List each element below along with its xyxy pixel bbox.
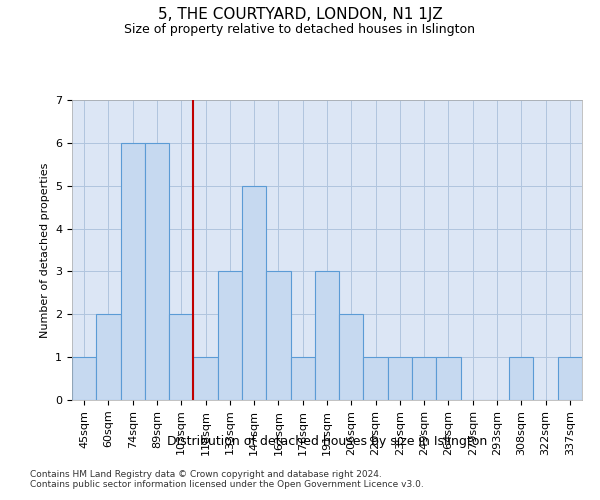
Text: Size of property relative to detached houses in Islington: Size of property relative to detached ho…	[125, 22, 476, 36]
Bar	[72, 357, 96, 400]
Bar	[388, 357, 412, 400]
Bar	[266, 272, 290, 400]
Bar	[436, 357, 461, 400]
Bar	[364, 357, 388, 400]
Bar	[339, 314, 364, 400]
Text: Contains public sector information licensed under the Open Government Licence v3: Contains public sector information licen…	[30, 480, 424, 489]
Bar	[315, 272, 339, 400]
Bar	[242, 186, 266, 400]
Bar	[412, 357, 436, 400]
Bar	[558, 357, 582, 400]
Bar	[145, 143, 169, 400]
Text: Distribution of detached houses by size in Islington: Distribution of detached houses by size …	[167, 434, 487, 448]
Bar	[96, 314, 121, 400]
Text: Contains HM Land Registry data © Crown copyright and database right 2024.: Contains HM Land Registry data © Crown c…	[30, 470, 382, 479]
Bar	[509, 357, 533, 400]
Bar	[193, 357, 218, 400]
Bar	[290, 357, 315, 400]
Bar	[169, 314, 193, 400]
Text: 5, THE COURTYARD, LONDON, N1 1JZ: 5, THE COURTYARD, LONDON, N1 1JZ	[158, 8, 442, 22]
Y-axis label: Number of detached properties: Number of detached properties	[40, 162, 50, 338]
Bar	[121, 143, 145, 400]
Bar	[218, 272, 242, 400]
